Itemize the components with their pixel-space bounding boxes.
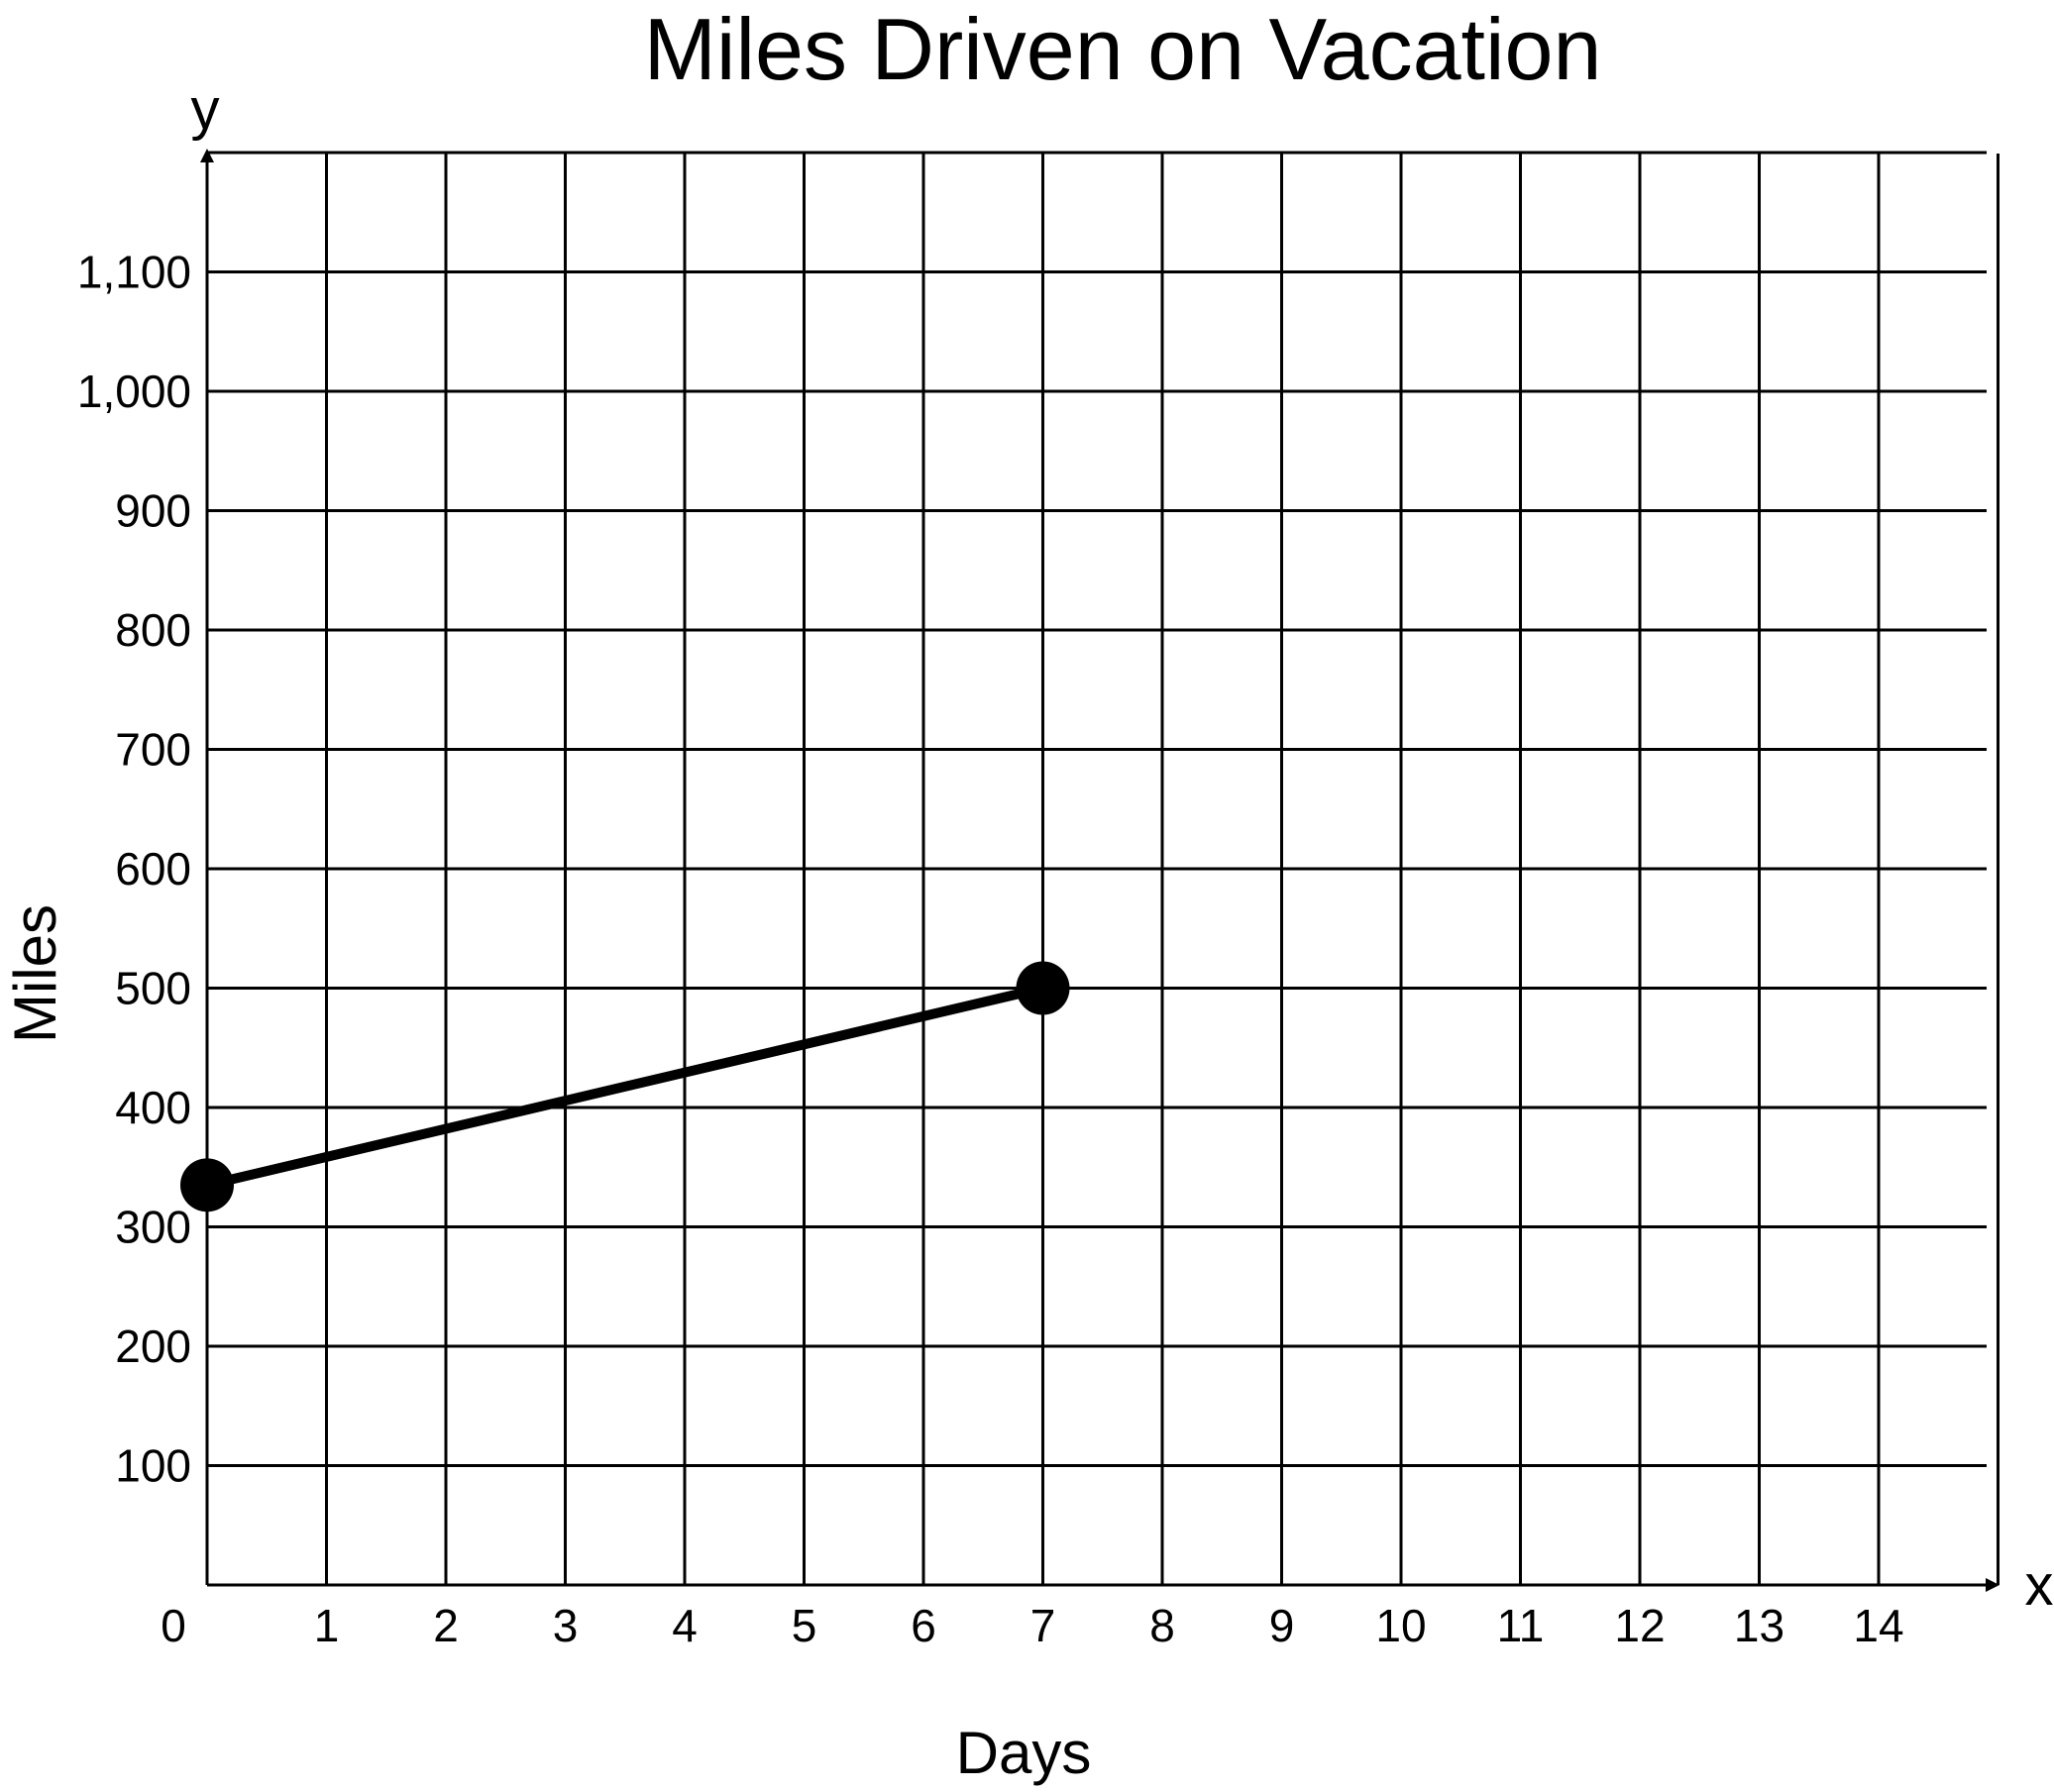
y-tick-label: 1,100 — [77, 247, 191, 298]
data-point — [1016, 961, 1070, 1015]
grid — [207, 151, 2000, 1585]
x-tick-label: 5 — [792, 1600, 817, 1651]
series — [180, 961, 1070, 1212]
data-point — [180, 1158, 234, 1212]
y-tick-label: 900 — [115, 485, 191, 537]
y-tick-label: 200 — [115, 1320, 191, 1372]
series-line — [202, 983, 1048, 1191]
x-axis-letter: x — [2025, 1553, 2054, 1618]
x-axis-title: Days — [956, 1720, 1092, 1786]
x-tick-label: 12 — [1614, 1600, 1665, 1651]
y-tick-label: 800 — [115, 604, 191, 656]
y-tick-label: 1,000 — [77, 366, 191, 417]
x-tick-label: 3 — [553, 1600, 579, 1651]
x-tick-label: 6 — [911, 1600, 936, 1651]
y-tick-label: 400 — [115, 1082, 191, 1133]
y-axis-arrowhead — [200, 149, 214, 162]
y-tick-label: 700 — [115, 724, 191, 776]
y-tick-label: 600 — [115, 843, 191, 895]
x-tick-label: 2 — [433, 1600, 459, 1651]
y-tick-label: 500 — [115, 963, 191, 1014]
y-axis-title: Miles — [2, 904, 68, 1043]
x-tick-label: 9 — [1269, 1600, 1295, 1651]
y-axis-letter: y — [191, 77, 220, 142]
x-tick-label: 14 — [1853, 1600, 1903, 1651]
x-tick-label: 8 — [1149, 1600, 1175, 1651]
x-tick-label: 10 — [1375, 1600, 1426, 1651]
x-tick-label: 4 — [672, 1600, 698, 1651]
x-tick-label: 1 — [314, 1600, 340, 1651]
tick-labels: 1 2 3 4 5 6 7 8 9 10 11 12 13 14100200300400500600700… — [77, 247, 1904, 1652]
y-tick-label: 300 — [115, 1202, 191, 1253]
x-axis-arrowhead — [1986, 1578, 2000, 1592]
x-tick-label: 7 — [1030, 1600, 1056, 1651]
origin-label: 0 — [161, 1600, 186, 1651]
axes — [200, 149, 2000, 1592]
x-tick-label: 13 — [1734, 1600, 1784, 1651]
chart-title: Miles Driven on Vacation — [644, 0, 1602, 98]
y-tick-label: 100 — [115, 1440, 191, 1492]
x-tick-label: 11 — [1497, 1600, 1545, 1651]
